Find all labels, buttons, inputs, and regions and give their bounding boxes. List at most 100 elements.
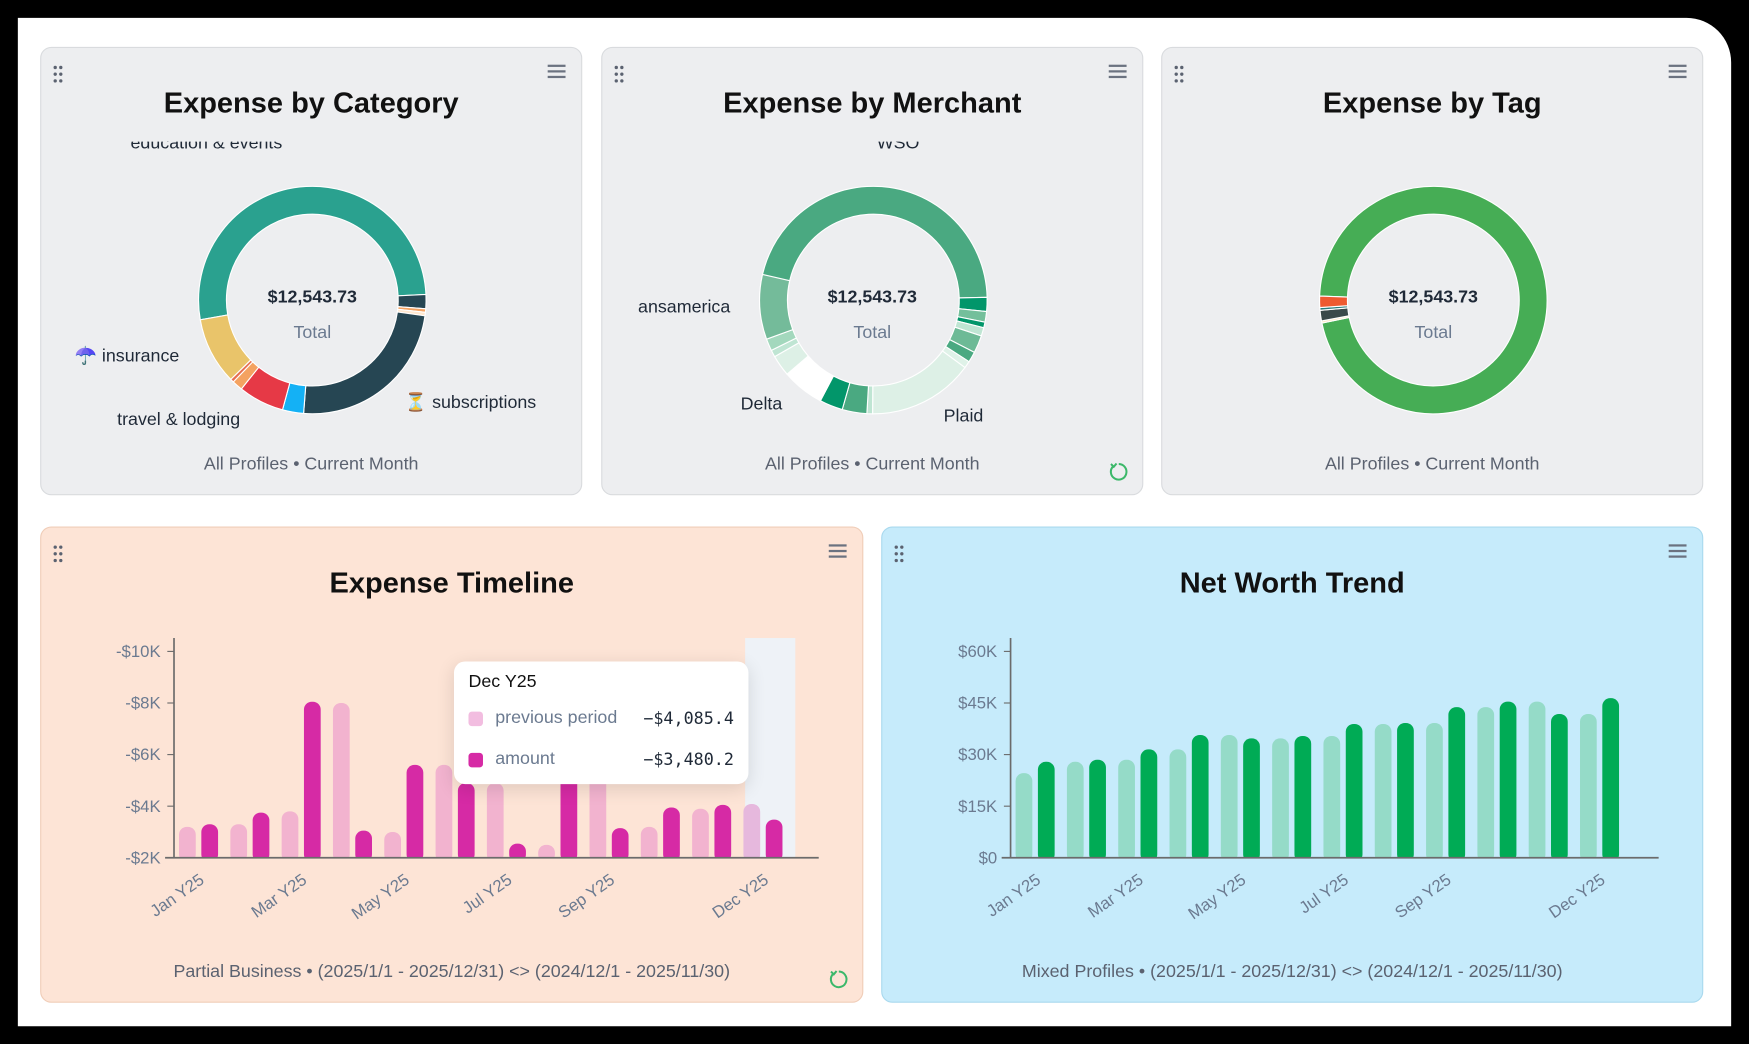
donut-slice[interactable] — [1319, 185, 1548, 415]
slice-label-education: education & events — [130, 141, 283, 153]
bar-amount-Aug-Y25[interactable] — [560, 772, 578, 863]
tooltip-value: −$3,480.2 — [643, 749, 734, 770]
category-donut[interactable] — [41, 48, 583, 496]
donut-total-label: Total — [853, 323, 892, 343]
bar-series0-Jan-Y25[interactable] — [1015, 773, 1033, 863]
bar-series0-Mar-Y25[interactable] — [1118, 759, 1135, 863]
card-footer: All Profiles • Current Month — [764, 455, 980, 475]
bar-previous-period-Jun-Y25[interactable] — [435, 764, 453, 863]
y-tick-label: $30K — [958, 745, 997, 764]
slice-label-subscriptions: ⏳ subscriptions — [404, 393, 537, 413]
menu-icon[interactable] — [1668, 64, 1687, 80]
menu-icon[interactable] — [547, 64, 566, 80]
bar-series0-Apr-Y25[interactable] — [1169, 749, 1187, 863]
bar-series1-Oct-Y25[interactable] — [1499, 701, 1517, 863]
bar-series1-Mar-Y25[interactable] — [1140, 749, 1158, 863]
bar-amount-Apr-Y25[interactable] — [355, 830, 372, 863]
bar-amount-Oct-Y25[interactable] — [663, 807, 680, 863]
card-title: Expense Timeline — [329, 565, 574, 599]
donut-slice-ansamerica[interactable] — [759, 273, 794, 340]
bar-series0-May-Y25[interactable] — [1220, 734, 1238, 863]
slice-label-wso: WSO — [876, 141, 920, 153]
bar-series0-Sep-Y25[interactable] — [1426, 722, 1443, 863]
bar-previous-period-Mar-Y25[interactable] — [281, 811, 299, 863]
drag-handle-icon[interactable] — [53, 545, 65, 563]
refresh-icon[interactable] — [828, 968, 850, 990]
y-tick-label: -$10K — [116, 642, 161, 661]
card-expense-by-category: Expense by Category education & events ☂… — [40, 46, 583, 496]
bar-previous-period-Dec-Y25[interactable] — [743, 803, 761, 863]
bar-amount-Jan-Y25[interactable] — [201, 824, 219, 863]
bar-previous-period-Jan-Y25[interactable] — [179, 826, 196, 863]
bar-series0-Jul-Y25[interactable] — [1323, 736, 1341, 863]
slice-label-travel: travel & lodging — [117, 410, 241, 430]
card-footer: All Profiles • Current Month — [203, 455, 419, 475]
x-tick-label: May Y25 — [1185, 870, 1250, 923]
bar-amount-Mar-Y25[interactable] — [303, 701, 321, 863]
x-tick-label: Jul Y25 — [1296, 870, 1352, 917]
bar-previous-period-Apr-Y25[interactable] — [332, 702, 350, 863]
bar-series1-Apr-Y25[interactable] — [1191, 734, 1209, 863]
bar-previous-period-Sep-Y25[interactable] — [589, 772, 607, 863]
drag-handle-icon[interactable] — [53, 65, 65, 84]
bar-series0-Oct-Y25[interactable] — [1477, 707, 1495, 863]
card-title: Expense by Category — [163, 85, 459, 120]
refresh-icon[interactable] — [1108, 461, 1130, 483]
menu-icon[interactable] — [1668, 544, 1687, 559]
drag-handle-icon[interactable] — [1174, 65, 1186, 84]
x-tick-label: Jan Y25 — [983, 870, 1044, 921]
bar-series0-Jun-Y25[interactable] — [1272, 738, 1289, 863]
card-footer: All Profiles • Current Month — [1324, 455, 1540, 475]
bar-series1-Jul-Y25[interactable] — [1345, 723, 1363, 863]
tooltip-series-name: amount — [495, 749, 555, 769]
y-tick-label: -$2K — [125, 848, 160, 867]
card-footer: Partial Business • (2025/1/1 - 2025/12/3… — [173, 962, 731, 982]
donut-slice[interactable] — [1319, 295, 1349, 309]
tag-donut[interactable] — [1162, 48, 1704, 496]
slice-label-transamerica: ansamerica — [638, 297, 731, 317]
bar-series1-Jan-Y25[interactable] — [1037, 761, 1055, 863]
bar-series0-Nov-Y25[interactable] — [1528, 701, 1546, 863]
drag-handle-icon[interactable] — [614, 65, 626, 84]
bar-series1-May-Y25[interactable] — [1243, 738, 1260, 863]
menu-icon[interactable] — [828, 544, 847, 559]
bar-amount-Sep-Y25[interactable] — [611, 828, 629, 863]
card-title: Expense by Tag — [1322, 85, 1542, 120]
bar-previous-period-Nov-Y25[interactable] — [692, 808, 709, 863]
bar-amount-May-Y25[interactable] — [406, 764, 424, 863]
y-tick-label: $0 — [979, 848, 998, 867]
bar-series0-Feb-Y25[interactable] — [1066, 761, 1084, 863]
bar-previous-period-Feb-Y25[interactable] — [230, 824, 248, 863]
bar-previous-period-Jul-Y25[interactable] — [486, 782, 504, 863]
donut-total: $12,543.73 — [827, 287, 917, 307]
donut-slice-wso[interactable] — [759, 185, 988, 311]
merchant-donut[interactable] — [602, 48, 1144, 496]
bar-series1-Nov-Y25[interactable] — [1551, 714, 1568, 863]
bar-series0-Aug-Y25[interactable] — [1374, 723, 1392, 863]
bar-amount-Jun-Y25[interactable] — [457, 782, 475, 863]
y-tick-label: -$6K — [125, 745, 160, 764]
bar-amount-Feb-Y25[interactable] — [252, 812, 270, 863]
card-expense-by-tag: Expense by Tag $12,543.73 Total All Prof… — [1161, 46, 1704, 496]
menu-icon[interactable] — [1108, 64, 1127, 80]
tooltip-title: Dec Y25 — [468, 672, 537, 692]
card-title: Net Worth Trend — [1179, 565, 1405, 599]
bar-previous-period-May-Y25[interactable] — [384, 831, 401, 863]
bar-amount-Dec-Y25[interactable] — [765, 819, 783, 863]
bar-series1-Jun-Y25[interactable] — [1294, 736, 1312, 863]
donut-slice-education-events[interactable] — [198, 185, 427, 321]
donut-total-label: Total — [1414, 323, 1453, 343]
bar-series1-Aug-Y25[interactable] — [1397, 722, 1414, 863]
bar-series0-Dec-Y25[interactable] — [1580, 714, 1597, 863]
bar-amount-Nov-Y25[interactable] — [714, 804, 732, 863]
bar-series1-Dec-Y25[interactable] — [1602, 698, 1620, 863]
bar-series1-Sep-Y25[interactable] — [1448, 707, 1466, 863]
tooltip-row-amount: amount −$3,480.2 — [468, 749, 734, 772]
drag-handle-icon[interactable] — [894, 545, 906, 563]
bar-series1-Feb-Y25[interactable] — [1089, 759, 1106, 863]
bar-previous-period-Oct-Y25[interactable] — [640, 826, 658, 863]
baseline-mask — [160, 857, 819, 865]
donut-slice-insurance[interactable] — [199, 314, 252, 381]
